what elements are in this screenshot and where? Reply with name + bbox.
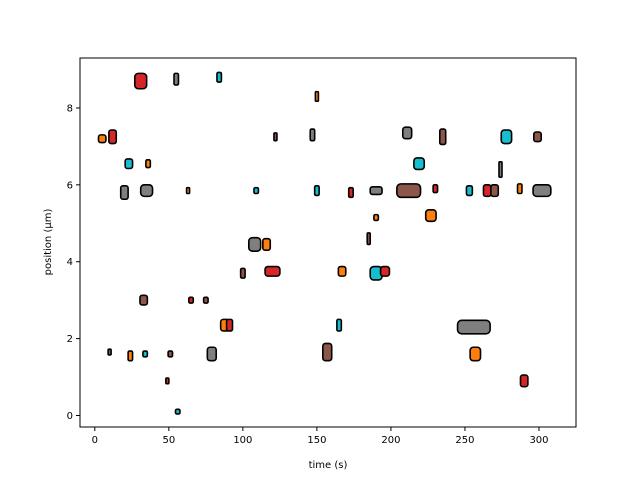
x-tick-label: 200 xyxy=(381,435,400,446)
x-axis-ticks: 0 50 100 150 200 250 300 xyxy=(92,427,549,446)
data-point xyxy=(322,342,333,362)
data-point xyxy=(533,131,543,143)
data-point xyxy=(401,126,413,140)
data-point xyxy=(167,350,174,358)
data-point xyxy=(456,319,491,335)
data-point xyxy=(145,159,152,169)
data-point xyxy=(347,186,354,199)
data-point xyxy=(396,183,422,199)
data-point xyxy=(253,186,260,195)
data-point xyxy=(206,346,218,362)
data-point xyxy=(174,408,181,415)
data-point xyxy=(490,184,500,198)
y-tick-label: 4 xyxy=(67,257,73,268)
data-point xyxy=(225,318,234,332)
x-tick-label: 250 xyxy=(455,435,474,446)
x-tick-label: 0 xyxy=(92,435,98,446)
data-point xyxy=(465,185,474,197)
data-point xyxy=(97,134,107,144)
data-point xyxy=(165,377,170,385)
data-point xyxy=(379,265,391,277)
data-point xyxy=(500,129,513,145)
data-point xyxy=(262,237,272,251)
data-point xyxy=(516,183,523,195)
data-point xyxy=(139,184,154,198)
data-point xyxy=(127,350,134,362)
data-point xyxy=(133,72,148,90)
data-point xyxy=(188,296,195,304)
x-axis-label: time (s) xyxy=(309,460,348,471)
data-point xyxy=(424,209,437,223)
data-point xyxy=(337,265,347,277)
data-point xyxy=(107,348,112,356)
data-point xyxy=(432,184,439,194)
data-point xyxy=(139,294,149,306)
data-point xyxy=(173,72,180,86)
data-point xyxy=(313,185,320,197)
plot-area xyxy=(79,57,577,428)
data-point xyxy=(469,346,482,362)
y-tick-label: 2 xyxy=(67,334,73,345)
data-point xyxy=(273,132,278,142)
x-tick-label: 150 xyxy=(307,435,326,446)
data-point xyxy=(309,128,316,142)
data-point xyxy=(202,296,209,304)
data-marks xyxy=(97,71,552,415)
data-point xyxy=(124,158,134,170)
data-point xyxy=(482,184,492,198)
data-point xyxy=(119,185,129,201)
y-axis-label: position (μm) xyxy=(43,209,54,276)
data-point xyxy=(413,157,426,171)
x-tick-label: 50 xyxy=(162,435,175,446)
y-tick-label: 8 xyxy=(67,103,73,114)
y-tick-label: 6 xyxy=(67,180,73,191)
data-point xyxy=(247,236,262,252)
data-point xyxy=(373,213,380,222)
data-point xyxy=(185,186,191,195)
data-point xyxy=(216,71,223,83)
data-point xyxy=(239,267,246,279)
data-point xyxy=(108,129,118,145)
data-point xyxy=(369,185,383,196)
data-point xyxy=(142,350,149,358)
x-tick-label: 300 xyxy=(529,435,548,446)
data-point xyxy=(519,374,529,388)
data-point xyxy=(336,318,343,332)
data-point xyxy=(264,265,281,277)
data-point xyxy=(532,184,552,198)
data-point xyxy=(498,160,503,178)
y-tick-label: 0 xyxy=(67,411,73,422)
y-axis-ticks: 0 2 4 6 8 xyxy=(67,103,80,422)
data-point xyxy=(314,90,320,103)
data-point xyxy=(438,128,447,146)
x-tick-label: 100 xyxy=(233,435,252,446)
data-point xyxy=(366,232,372,246)
